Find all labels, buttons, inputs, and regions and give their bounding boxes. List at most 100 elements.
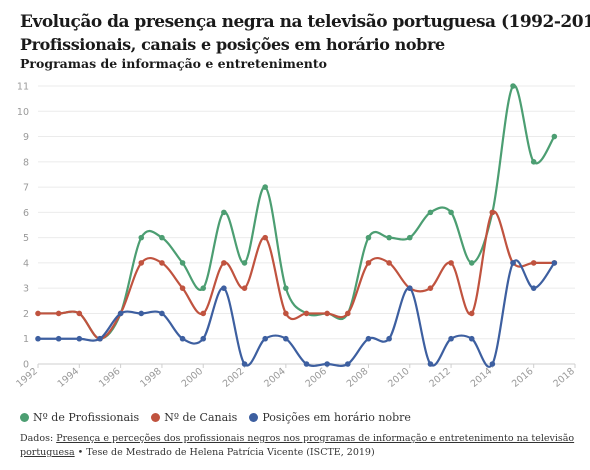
x-tick-label: 2006 — [303, 366, 329, 390]
chart-subheading: Programas de informação e entretenimento — [20, 56, 327, 71]
legend-item: Nº de Canais — [151, 411, 237, 424]
data-point-2 — [530, 260, 537, 266]
x-tick-label: 2012 — [427, 366, 453, 390]
y-tick-label: 2 — [23, 309, 29, 320]
data-point-1 — [386, 234, 392, 241]
source-note: Dados: Presença e perceções dos profissi… — [20, 432, 575, 460]
data-point-3 — [159, 310, 165, 317]
data-point-1 — [530, 159, 537, 165]
data-point-3 — [262, 335, 268, 342]
data-point-3 — [468, 335, 475, 342]
data-point-3 — [97, 335, 103, 342]
data-point-1 — [179, 260, 186, 266]
data-point-1 — [241, 260, 248, 266]
line-chart: 0 1 2 3 4 5 6 7 8 9 10 11 1992 1994 1996 1998 2000 2002 20… — [14, 82, 577, 390]
x-tick-label: 2004 — [262, 366, 288, 390]
data-point-3 — [510, 260, 516, 266]
data-point-1 — [200, 285, 207, 291]
y-tick-label: 9 — [23, 132, 29, 143]
data-point-3 — [241, 361, 248, 367]
data-point-3 — [55, 335, 62, 342]
legend-label: Nº de Canais — [164, 410, 238, 424]
x-tick-label: 2016 — [510, 366, 536, 390]
data-point-3 — [138, 310, 145, 317]
x-tick-label: 1992 — [14, 366, 40, 390]
data-point-3 — [117, 310, 124, 317]
data-point-3 — [345, 361, 351, 367]
x-tick-label: 1998 — [138, 366, 164, 390]
chart-title: Evolução da presença negra na televisão … — [20, 12, 590, 32]
data-point-2 — [365, 260, 372, 266]
y-tick-label: 6 — [23, 208, 29, 219]
data-point-2 — [324, 310, 330, 317]
data-point-3 — [179, 335, 186, 342]
data-point-2 — [448, 260, 454, 266]
data-point-3 — [324, 361, 330, 367]
data-point-3 — [448, 335, 454, 342]
data-point-1 — [448, 209, 454, 216]
data-point-3 — [427, 361, 434, 367]
data-point-2 — [262, 234, 268, 241]
data-point-2 — [35, 310, 41, 317]
x-tick-label: 1996 — [97, 366, 123, 390]
x-tick-label: 2010 — [386, 366, 412, 390]
chart-subtitle: Profissionais, canais e posições em horá… — [20, 35, 445, 54]
data-point-1 — [427, 209, 434, 216]
data-point-2 — [221, 260, 227, 266]
y-tick-label: 0 — [23, 360, 29, 371]
data-point-1 — [365, 234, 372, 241]
data-point-3 — [35, 335, 41, 342]
data-point-3 — [365, 335, 372, 342]
x-tick-label: 2018 — [551, 366, 577, 390]
y-tick-label: 1 — [23, 334, 29, 345]
data-point-2 — [76, 310, 83, 317]
legend-item: Posições em horário nobre — [249, 411, 411, 424]
data-point-3 — [283, 335, 289, 342]
x-tick-label: 2000 — [180, 366, 206, 390]
data-point-1 — [406, 234, 413, 241]
data-point-3 — [406, 285, 413, 291]
y-tick-label: 11 — [17, 82, 29, 93]
data-point-2 — [427, 285, 434, 291]
data-point-1 — [510, 83, 516, 89]
legend-swatch — [249, 412, 259, 422]
data-point-2 — [200, 310, 207, 317]
x-tick-label: 2014 — [469, 366, 495, 390]
data-point-3 — [303, 361, 310, 367]
legend-label: Nº de Profissionais — [33, 410, 140, 424]
data-point-1 — [262, 184, 268, 190]
data-point-1 — [283, 285, 289, 291]
data-point-1 — [221, 209, 227, 216]
data-point-3 — [221, 285, 227, 291]
source-link[interactable]: Presença e perceções dos profissionais n… — [20, 433, 575, 458]
data-point-3 — [489, 361, 496, 367]
data-point-1 — [159, 234, 165, 241]
data-point-3 — [386, 335, 392, 342]
data-point-2 — [283, 310, 289, 317]
y-tick-label: 3 — [23, 284, 29, 295]
data-point-2 — [179, 285, 186, 291]
legend-swatch — [20, 412, 29, 422]
data-point-3 — [76, 335, 83, 342]
data-point-2 — [345, 310, 351, 317]
data-point-3 — [530, 285, 537, 291]
data-point-2 — [159, 260, 165, 266]
data-point-2 — [468, 310, 475, 317]
x-tick-label: 2002 — [221, 366, 247, 390]
data-point-1 — [138, 234, 145, 241]
y-tick-label: 8 — [23, 157, 29, 168]
data-point-1 — [551, 133, 558, 140]
data-point-2 — [303, 310, 310, 317]
y-tick-label: 4 — [23, 258, 29, 269]
y-tick-label: 7 — [23, 183, 29, 194]
chart-legend: Nº de Profissionais Nº de Canais Posições … — [20, 408, 411, 426]
y-tick-label: 10 — [17, 107, 29, 118]
data-point-3 — [551, 260, 558, 266]
data-point-1 — [468, 260, 475, 266]
source-prefix: Dados: — [20, 433, 57, 444]
x-tick-label: 1994 — [56, 366, 82, 390]
x-tick-label: 2008 — [345, 366, 371, 390]
source-suffix: • Tese de Mestrado de Helena Patrícia Vi… — [74, 447, 375, 458]
data-point-2 — [55, 310, 62, 317]
legend-label: Posições em horário nobre — [262, 410, 411, 424]
